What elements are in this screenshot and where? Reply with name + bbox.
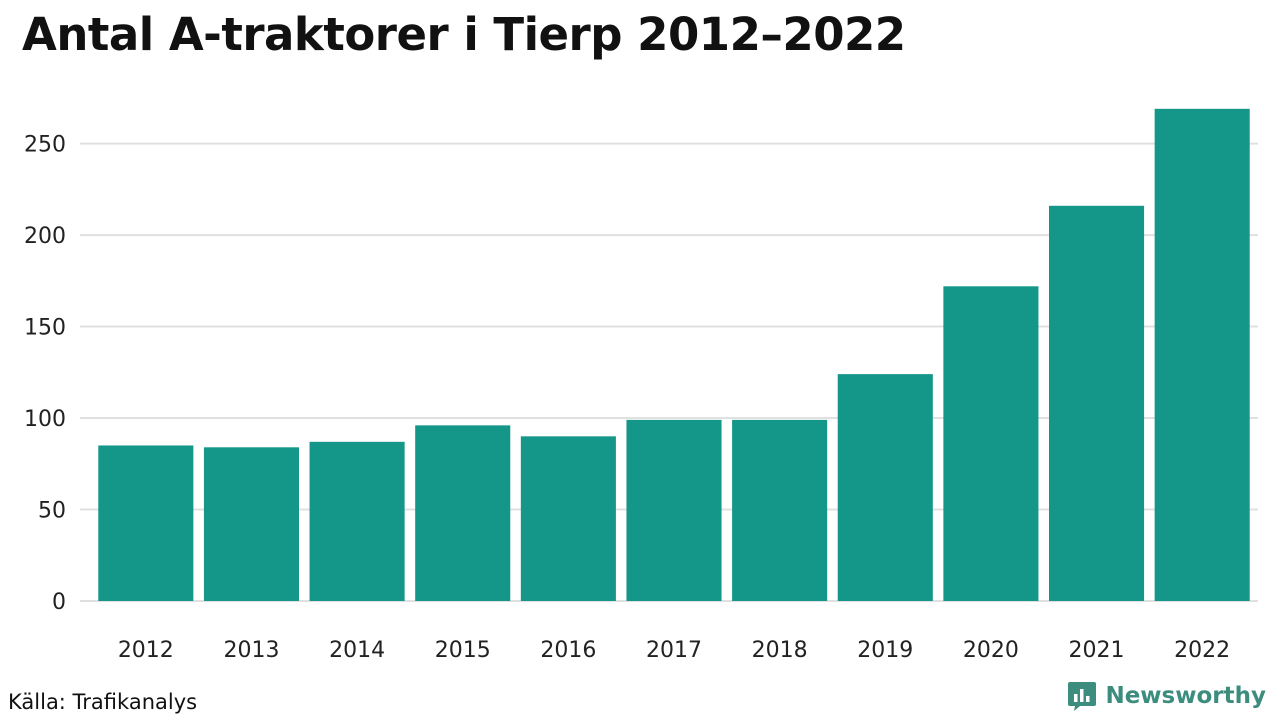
bar-2019: [837, 374, 933, 601]
source-note: Källa: Trafikanalys: [8, 690, 198, 714]
x-tick-label: 2021: [1069, 638, 1125, 663]
brand-name: Newsworthy: [1105, 683, 1266, 709]
y-tick-label: 250: [24, 133, 66, 158]
x-tick-label: 2022: [1174, 638, 1230, 663]
x-tick-label: 2012: [118, 638, 174, 663]
newsworthy-logo-icon: [1068, 682, 1097, 711]
bar-2015: [415, 425, 511, 601]
bar-2021: [1049, 205, 1145, 602]
x-tick-label: 2019: [857, 638, 913, 663]
x-tick-label: 2015: [435, 638, 491, 663]
x-tick-label: 2016: [540, 638, 596, 663]
bar-2017: [626, 419, 722, 601]
bar-2016: [520, 436, 616, 601]
y-tick-label: 50: [38, 499, 66, 524]
y-tick-label: 100: [24, 407, 66, 432]
bar-2013: [203, 447, 299, 601]
bar-2012: [98, 445, 194, 601]
y-tick-label: 0: [52, 590, 66, 615]
bar-2014: [309, 441, 405, 601]
bar-2020: [943, 286, 1039, 601]
x-tick-label: 2017: [646, 638, 702, 663]
bar-2022: [1154, 108, 1250, 602]
y-tick-label: 200: [24, 224, 66, 249]
x-tick-label: 2014: [329, 638, 385, 663]
x-tick-label: 2018: [752, 638, 808, 663]
y-tick-label: 150: [24, 316, 66, 341]
x-tick-label: 2020: [963, 638, 1019, 663]
x-tick-label: 2013: [223, 638, 279, 663]
brand-logo: Newsworthy: [1067, 680, 1266, 712]
chart-title: Antal A-traktorer i Tierp 2012–2022: [22, 8, 906, 61]
bar-2018: [732, 419, 828, 601]
